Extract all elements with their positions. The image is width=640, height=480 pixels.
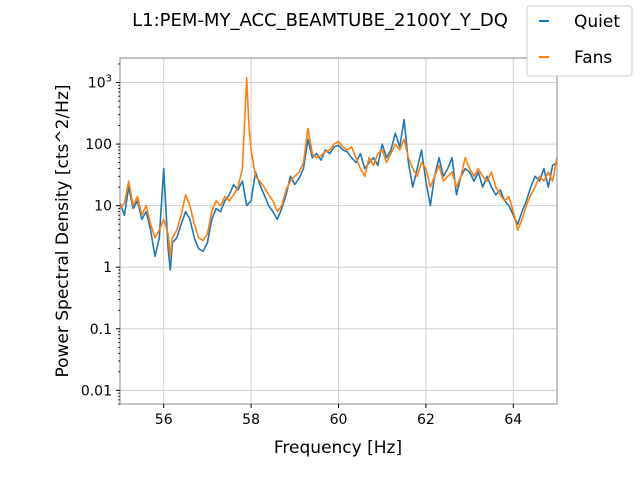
y-tick-label: 0.1 — [90, 322, 112, 338]
gridlines — [120, 58, 557, 404]
series-line-quiet — [119, 118, 558, 271]
x-tick-label: 60 — [330, 412, 348, 428]
y-axis-ticks: 0.01 0.1 1 10 100 103 — [81, 63, 120, 405]
legend: Quiet Fans — [526, 5, 633, 77]
y-tick-label: 0.01 — [81, 383, 112, 399]
x-axis-label: Frequency [Hz] — [274, 438, 402, 458]
x-tick-label: 62 — [417, 412, 435, 428]
x-tick-label: 58 — [242, 412, 260, 428]
x-tick-label: 56 — [155, 412, 173, 428]
x-tick-label: 64 — [504, 412, 522, 428]
chart-title: L1:PEM-MY_ACC_BEAMTUBE_2100Y_Y_DQ — [132, 10, 508, 31]
y-tick-label: 10 — [94, 199, 112, 215]
series-line-fans — [119, 76, 558, 258]
legend-label-fans: Fans — [574, 48, 612, 68]
y-axis-label: Power Spectral Density [cts^2/Hz] — [53, 84, 73, 377]
legend-label-quiet: Quiet — [574, 12, 620, 32]
x-axis-ticks: 56 58 60 62 64 — [155, 404, 522, 428]
y-tick-label: 1 — [103, 260, 112, 276]
legend-box — [526, 5, 633, 77]
plot-area — [119, 57, 558, 405]
y-tick-label: 103 — [88, 74, 112, 92]
y-tick-label: 100 — [85, 137, 112, 153]
series-layer — [119, 76, 558, 271]
